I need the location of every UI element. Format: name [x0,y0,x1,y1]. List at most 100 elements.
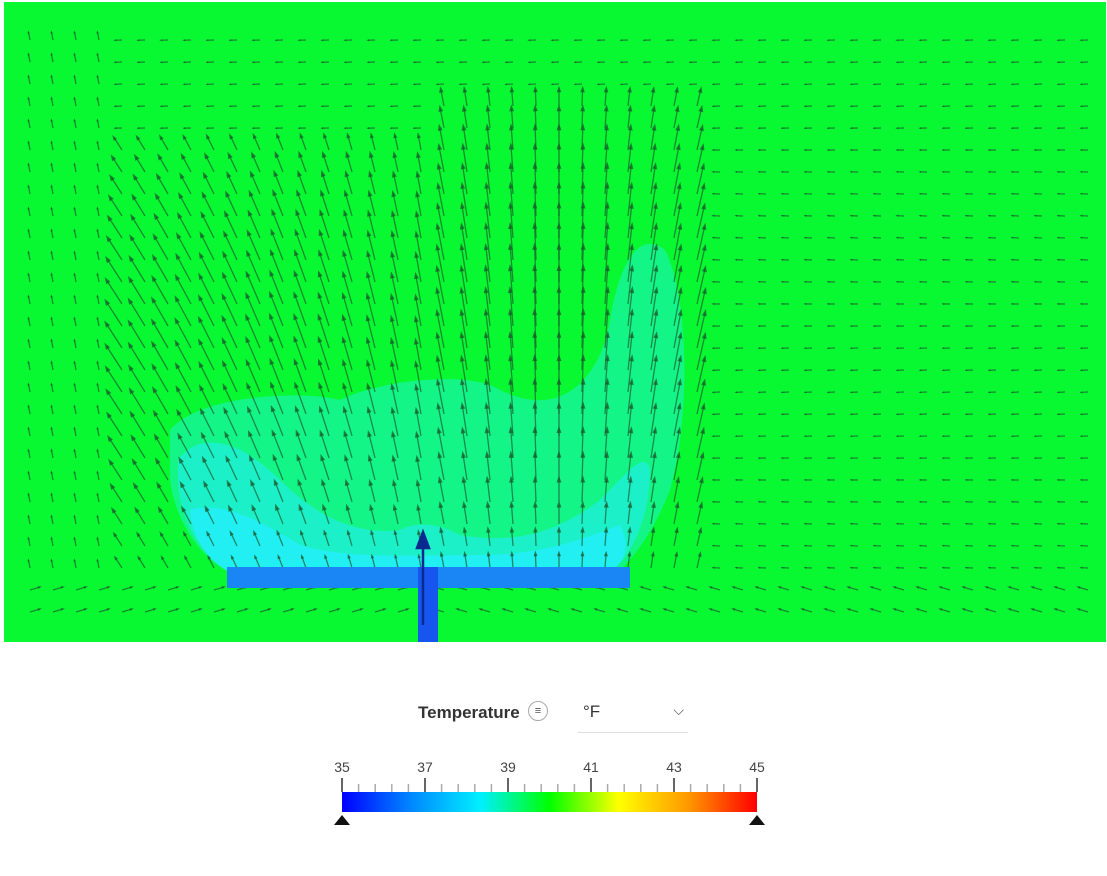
velocity-arrow [27,140,31,151]
velocity-arrow [734,83,744,86]
velocity-arrow [390,406,399,437]
velocity-arrow [604,161,610,195]
velocity-arrow [734,566,744,569]
velocity-arrow [368,150,376,173]
velocity-arrow [1079,413,1089,416]
velocity-arrow [50,316,54,327]
velocity-arrow [642,39,652,42]
min-range-handle[interactable] [334,815,350,825]
velocity-arrow [413,293,422,327]
velocity-arrow [964,280,974,283]
velocity-arrow [390,229,399,261]
velocity-arrow [504,39,514,42]
velocity-arrow [73,514,77,525]
velocity-arrow [941,435,951,438]
velocity-arrow [366,359,376,393]
velocity-arrow [532,475,538,503]
velocity-arrow [826,149,836,152]
velocity-arrow [826,39,836,42]
velocity-arrow [1079,325,1089,328]
velocity-arrow [650,162,658,195]
velocity-arrow [803,369,813,372]
velocity-arrow [113,105,123,108]
unit-dropdown[interactable]: °F ⌵ [578,696,688,733]
velocity-arrow [96,536,100,547]
velocity-arrow [223,230,238,261]
velocity-arrow [247,209,261,239]
velocity-arrow [96,206,100,217]
velocity-arrow [1033,302,1043,305]
velocity-arrow [734,149,744,152]
velocity-arrow [351,608,364,613]
velocity-arrow [484,450,491,481]
velocity-arrow [780,258,790,261]
velocity-arrow [1010,192,1020,195]
velocity-arrow [341,335,353,371]
velocity-arrow [1079,39,1089,42]
velocity-arrow [1033,325,1043,328]
velocity-arrow [941,149,951,152]
velocity-arrow [941,302,951,305]
velocity-arrow [987,192,997,195]
velocity-arrow [365,292,376,327]
velocity-arrow [484,201,491,239]
velocity-arrow [248,189,261,217]
velocity-arrow [319,429,330,459]
velocity-arrow [251,105,261,108]
velocity-arrow [1056,83,1066,86]
velocity-arrow [696,402,706,437]
velocity-arrow [50,426,54,437]
velocity-arrow [849,566,859,569]
velocity-arrow [342,382,353,415]
simulation-viewport[interactable] [0,0,1107,645]
velocity-arrow [941,61,951,64]
velocity-arrow [964,302,974,305]
velocity-arrow [229,133,238,151]
velocity-arrow [183,554,192,569]
velocity-arrow [780,83,790,86]
velocity-arrow [1010,105,1020,108]
velocity-arrow [391,189,399,217]
velocity-arrow [182,105,192,108]
velocity-arrow [803,170,813,173]
velocity-arrow [547,608,560,613]
velocity-arrow [696,86,703,107]
velocity-arrow [415,190,422,217]
velocity-arrow [1010,478,1020,481]
velocity-arrow [627,123,633,151]
velocity-arrow [73,448,77,459]
max-range-handle[interactable] [749,815,765,825]
chevron-down-icon: ⌵ [673,702,684,718]
velocity-arrow [29,586,42,591]
list-icon[interactable]: ≡ [528,701,548,721]
legend-title: Temperature [418,703,520,722]
velocity-arrow [392,150,399,173]
velocity-arrow [780,302,790,305]
velocity-arrow [895,214,905,217]
velocity-arrow [27,118,31,129]
velocity-arrow [711,544,721,547]
velocity-arrow [696,331,707,371]
velocity-arrow [435,331,445,371]
velocity-arrow [1076,586,1089,591]
velocity-arrow [274,503,284,525]
velocity-arrow [461,450,468,481]
velocity-arrow [367,189,376,217]
velocity-arrow [711,170,721,173]
velocity-arrow [509,104,515,129]
velocity-arrow [580,242,586,283]
velocity-arrow [435,243,445,283]
velocity-arrow [365,336,376,371]
velocity-arrow [550,83,560,86]
velocity-arrow [346,132,353,151]
velocity-arrow [754,586,767,591]
velocity-arrow [437,142,445,173]
velocity-arrow [297,61,307,64]
velocity-arrow [245,270,261,305]
velocity-arrow [323,529,330,547]
velocity-arrow [964,566,974,569]
velocity-arrow [213,586,226,591]
velocity-arrow [734,391,744,394]
velocity-arrow [941,413,951,416]
velocity-arrow [803,478,813,481]
